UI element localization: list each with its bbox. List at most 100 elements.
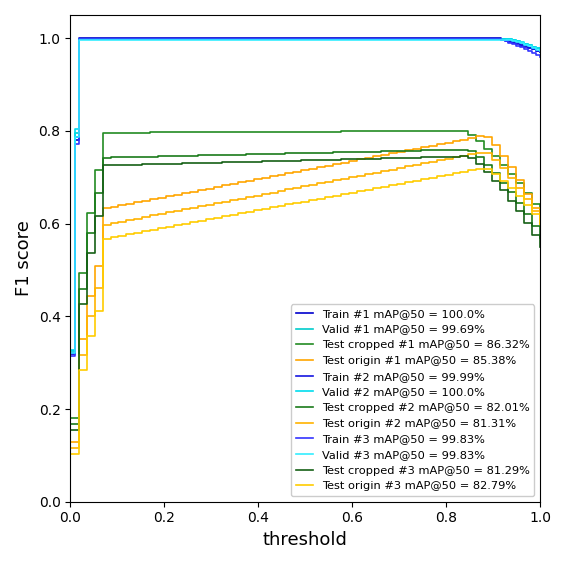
Test origin #2 mAP@50 = 81.31% <box>67 445 74 452</box>
Train #3 mAP@50 = 99.83% <box>75 36 82 42</box>
Test cropped #2 mAP@50 = 82.01% <box>473 154 480 161</box>
Test cropped #1 mAP@50 = 86.32% <box>449 127 456 134</box>
Test cropped #1 mAP@50 = 86.32% <box>163 129 170 136</box>
Line: Test cropped #2 mAP@50 = 82.01%: Test cropped #2 mAP@50 = 82.01% <box>71 149 540 424</box>
Valid #2 mAP@50 = 100.0% <box>537 46 543 53</box>
Test origin #2 mAP@50 = 81.31% <box>163 209 170 216</box>
Train #3 mAP@50 = 99.83% <box>130 36 137 42</box>
Line: Test origin #1 mAP@50 = 85.38%: Test origin #1 mAP@50 = 85.38% <box>71 136 540 442</box>
Train #3 mAP@50 = 99.83% <box>146 36 153 42</box>
Valid #2 mAP@50 = 100.0% <box>67 346 74 353</box>
Test origin #2 mAP@50 = 81.31% <box>473 151 480 157</box>
Line: Valid #3 mAP@50 = 99.83%: Valid #3 mAP@50 = 99.83% <box>71 39 540 352</box>
Test cropped #3 mAP@50 = 81.29% <box>218 159 225 166</box>
Test origin #3 mAP@50 = 82.79% <box>473 165 480 172</box>
Train #1 mAP@50 = 100.0% <box>130 35 137 42</box>
Test cropped #1 mAP@50 = 86.32% <box>218 129 225 135</box>
Test cropped #1 mAP@50 = 86.32% <box>449 127 456 134</box>
Test origin #3 mAP@50 = 82.79% <box>409 177 416 184</box>
Valid #1 mAP@50 = 99.69% <box>75 36 82 42</box>
Test origin #1 mAP@50 = 85.38% <box>218 184 225 191</box>
Test cropped #2 mAP@50 = 82.01% <box>67 421 74 428</box>
Valid #2 mAP@50 = 100.0% <box>146 36 153 42</box>
Test cropped #3 mAP@50 = 81.29% <box>457 153 464 160</box>
Line: Test cropped #1 mAP@50 = 86.32%: Test cropped #1 mAP@50 = 86.32% <box>71 131 540 418</box>
Train #2 mAP@50 = 99.99% <box>75 36 82 42</box>
Line: Train #2 mAP@50 = 99.99%: Train #2 mAP@50 = 99.99% <box>71 39 540 352</box>
Train #1 mAP@50 = 100.0% <box>280 35 287 42</box>
Test origin #3 mAP@50 = 82.79% <box>473 167 480 174</box>
Valid #1 mAP@50 = 99.69% <box>67 347 74 354</box>
Test cropped #3 mAP@50 = 81.29% <box>449 153 456 160</box>
Test origin #1 mAP@50 = 85.38% <box>67 439 74 446</box>
Valid #3 mAP@50 = 99.83% <box>537 48 543 55</box>
Test origin #2 mAP@50 = 81.31% <box>218 200 225 206</box>
Valid #3 mAP@50 = 99.83% <box>75 36 82 43</box>
Test cropped #1 mAP@50 = 86.32% <box>537 211 543 218</box>
Test cropped #3 mAP@50 = 81.29% <box>163 161 170 168</box>
Train #1 mAP@50 = 100.0% <box>146 35 153 42</box>
Test origin #3 mAP@50 = 82.79% <box>163 223 170 230</box>
Train #1 mAP@50 = 100.0% <box>170 35 177 42</box>
Line: Train #3 mAP@50 = 99.83%: Train #3 mAP@50 = 99.83% <box>71 39 540 356</box>
Test origin #3 mAP@50 = 82.79% <box>218 214 225 221</box>
Test origin #1 mAP@50 = 85.38% <box>537 220 543 227</box>
Train #2 mAP@50 = 99.99% <box>170 36 177 42</box>
X-axis label: threshold: threshold <box>263 531 348 549</box>
Train #1 mAP@50 = 100.0% <box>430 35 437 42</box>
Y-axis label: F1 score: F1 score <box>15 221 33 296</box>
Line: Valid #2 mAP@50 = 100.0%: Valid #2 mAP@50 = 100.0% <box>71 39 540 350</box>
Train #3 mAP@50 = 99.83% <box>280 36 287 42</box>
Train #1 mAP@50 = 100.0% <box>75 35 82 42</box>
Valid #2 mAP@50 = 100.0% <box>170 36 177 42</box>
Test origin #1 mAP@50 = 85.38% <box>473 133 480 140</box>
Test origin #3 mAP@50 = 82.79% <box>449 171 456 178</box>
Train #1 mAP@50 = 100.0% <box>67 351 74 358</box>
Test origin #3 mAP@50 = 82.79% <box>537 220 543 227</box>
Valid #1 mAP@50 = 99.69% <box>489 36 496 42</box>
Valid #2 mAP@50 = 100.0% <box>489 36 496 42</box>
Valid #3 mAP@50 = 99.83% <box>146 36 153 43</box>
Test origin #2 mAP@50 = 81.31% <box>449 156 456 162</box>
Valid #3 mAP@50 = 99.83% <box>130 36 137 43</box>
Valid #3 mAP@50 = 99.83% <box>430 36 437 43</box>
Test cropped #3 mAP@50 = 81.29% <box>67 426 74 433</box>
Test cropped #2 mAP@50 = 82.01% <box>163 153 170 160</box>
Test cropped #3 mAP@50 = 81.29% <box>473 161 480 168</box>
Train #3 mAP@50 = 99.83% <box>489 36 496 42</box>
Valid #2 mAP@50 = 100.0% <box>280 36 287 42</box>
Valid #3 mAP@50 = 99.83% <box>67 349 74 356</box>
Train #2 mAP@50 = 99.99% <box>489 36 496 42</box>
Valid #1 mAP@50 = 99.69% <box>130 36 137 42</box>
Train #3 mAP@50 = 99.83% <box>67 352 74 359</box>
Test origin #1 mAP@50 = 85.38% <box>346 159 353 166</box>
Test origin #1 mAP@50 = 85.38% <box>473 135 480 142</box>
Test cropped #2 mAP@50 = 82.01% <box>409 147 416 154</box>
Test origin #2 mAP@50 = 81.31% <box>346 175 353 182</box>
Train #2 mAP@50 = 99.99% <box>146 36 153 42</box>
Valid #1 mAP@50 = 99.69% <box>537 46 543 53</box>
Test origin #3 mAP@50 = 82.79% <box>67 451 74 457</box>
Test cropped #1 mAP@50 = 86.32% <box>346 128 353 135</box>
Train #2 mAP@50 = 99.99% <box>430 36 437 42</box>
Test cropped #2 mAP@50 = 82.01% <box>449 147 456 153</box>
Test origin #2 mAP@50 = 81.31% <box>473 149 480 156</box>
Line: Valid #1 mAP@50 = 99.69%: Valid #1 mAP@50 = 99.69% <box>71 39 540 351</box>
Valid #1 mAP@50 = 99.69% <box>146 36 153 42</box>
Valid #1 mAP@50 = 99.69% <box>280 36 287 42</box>
Test cropped #2 mAP@50 = 82.01% <box>218 152 225 158</box>
Train #2 mAP@50 = 99.99% <box>67 349 74 356</box>
Test origin #3 mAP@50 = 82.79% <box>346 191 353 197</box>
Train #1 mAP@50 = 100.0% <box>489 35 496 42</box>
Valid #3 mAP@50 = 99.83% <box>170 36 177 43</box>
Train #3 mAP@50 = 99.83% <box>430 36 437 42</box>
Test origin #2 mAP@50 = 81.31% <box>537 220 543 227</box>
Test origin #1 mAP@50 = 85.38% <box>163 193 170 200</box>
Test cropped #3 mAP@50 = 81.29% <box>409 155 416 161</box>
Valid #3 mAP@50 = 99.83% <box>489 36 496 43</box>
Test cropped #2 mAP@50 = 82.01% <box>346 149 353 156</box>
Test origin #2 mAP@50 = 81.31% <box>409 161 416 168</box>
Train #3 mAP@50 = 99.83% <box>170 36 177 42</box>
Train #2 mAP@50 = 99.99% <box>130 36 137 42</box>
Valid #1 mAP@50 = 99.69% <box>170 36 177 42</box>
